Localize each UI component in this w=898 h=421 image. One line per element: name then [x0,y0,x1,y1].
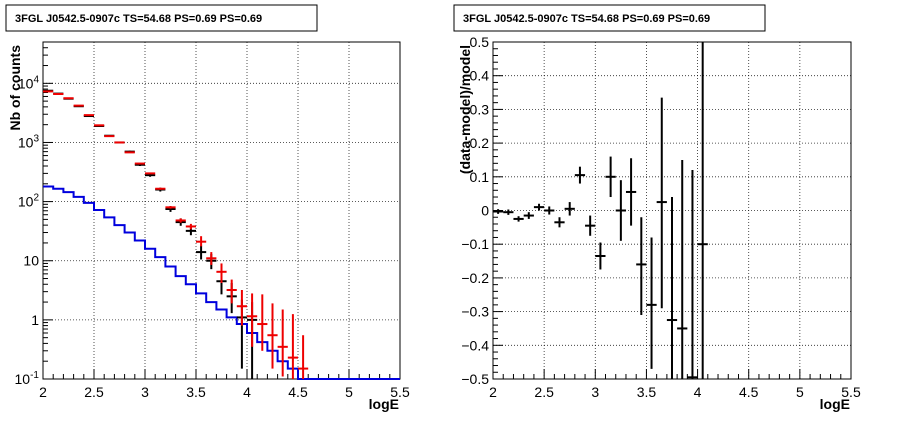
model-point [216,263,227,284]
y-tick-label: 0.5 [470,34,490,50]
residual-point [605,156,616,198]
y-tick-label: 0.3 [470,101,490,117]
y-tick-label: 10-1 [15,370,40,387]
residual-x-axis-title: logE [820,396,850,412]
model-point [257,294,268,351]
residual-point [656,97,667,309]
x-tick-label: 5 [345,384,353,400]
x-tick-label: 2 [489,384,497,400]
y-tick-label: 102 [18,193,40,210]
x-tick-label: 4.5 [288,384,308,400]
residual-point [615,180,626,241]
residual-point [513,216,524,222]
x-tick-label: 5.5 [390,384,410,400]
residual-point [533,203,545,211]
y-tick-label: −0.4 [461,337,489,353]
model-point [155,187,166,190]
counts-y-axis-title: Nb of counts [7,45,23,131]
model-point [287,314,298,379]
model-point [165,206,176,209]
y-tick-label: −0.1 [461,236,489,252]
y-tick-label: 0 [481,203,489,219]
y-tick-label: 10 [23,253,39,269]
residual-point [687,170,698,379]
counts-title-box [5,4,318,32]
y-tick-label: −0.2 [461,270,489,286]
residual-tick-labels: 2 2.5 3 3.5 4 4.5 5 5.5 −0.5 −0.4 −0.3 −0.2 −0.1 0 0.1… [461,34,861,400]
residual-y-axis-title: (data-model)/model [457,45,473,174]
y-tick-label: −0.3 [461,304,489,320]
y-tick-label: 1 [31,312,39,328]
model-point [94,124,105,127]
model-point [236,289,247,326]
residual-title: 3FGL J0542.5-0907c TS=54.68 PS=0.69 PS=0… [463,13,710,25]
model-point [83,114,94,117]
x-tick-label: 4.5 [739,384,759,400]
residual-point [574,166,586,184]
counts-title: 3FGL J0542.5-0907c TS=54.68 PS=0.69 PS=0… [15,13,262,25]
y-tick-label: 0.1 [470,169,490,185]
model-point [134,162,145,165]
residual-point [554,217,565,228]
model-point [298,335,309,379]
model-point [206,252,217,265]
model-point [267,303,278,369]
model-point [247,293,258,347]
x-tick-label: 4 [694,384,702,400]
residual-point [595,242,606,270]
residual-point [493,209,504,214]
x-tick-label: 3.5 [186,384,206,400]
residual-point [544,206,555,215]
residual-title-box [453,4,766,32]
x-tick-label: 2.5 [84,384,104,400]
x-tick-label: 3.5 [637,384,657,400]
counts-x-axis-title: logE [369,396,399,412]
residual-point [625,158,637,226]
y-tick-label: 103 [18,133,40,150]
data-point [196,245,207,260]
residual-point [585,215,596,236]
residual-point [646,237,657,369]
x-tick-label: 2.5 [534,384,554,400]
model-point [124,151,135,154]
x-tick-label: 5.5 [841,384,861,400]
residual-marks [493,42,708,379]
x-tick-label: 5 [796,384,804,400]
counts-marks [43,89,400,380]
source-model-histogram [43,185,400,380]
residual-point [636,217,647,315]
residual-panel: 2 2.5 3 3.5 4 4.5 5 5.5 −0.5 −0.4 −0.3 −0.2 −0.1 0 0.1… [453,4,861,412]
residual-point [523,212,534,219]
model-point [114,141,125,144]
residual-point [677,159,688,379]
model-point [185,223,196,230]
residual-point [564,202,575,216]
residual-point [666,197,678,379]
model-point [277,309,288,377]
x-tick-label: 3 [591,384,599,400]
residual-point [697,42,708,379]
y-tick-label: 0.2 [470,135,490,151]
x-tick-label: 4 [243,384,251,400]
model-point [175,218,186,223]
model-point [226,279,237,304]
x-tick-label: 3 [141,384,149,400]
model-point [145,172,156,175]
y-tick-label: −0.5 [461,371,489,387]
y-tick-label: 0.4 [470,68,490,84]
x-tick-label: 2 [39,384,47,400]
residual-point [503,209,514,215]
model-point [196,236,207,247]
residual-ticks [492,41,852,380]
model-point [104,135,115,138]
